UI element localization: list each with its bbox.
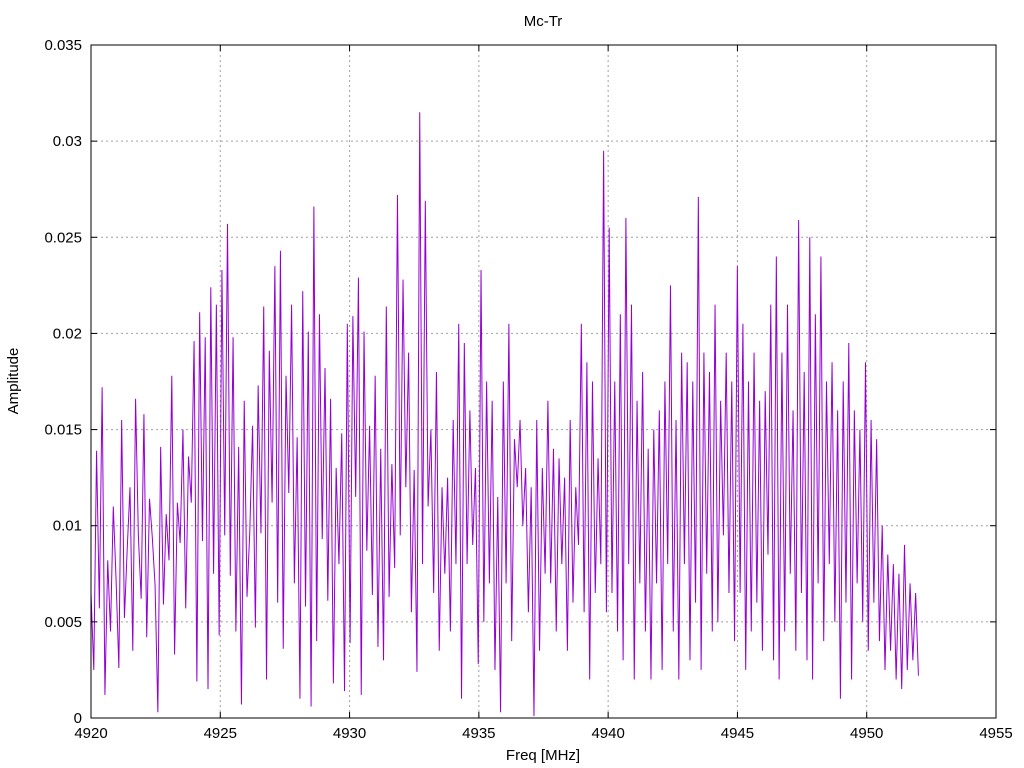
chart-title: Mc-Tr <box>524 13 563 30</box>
data-series <box>90 112 919 717</box>
tick-marks <box>90 44 997 719</box>
x-tick-label: 4935 <box>462 725 495 742</box>
y-tick-label: 0.01 <box>53 518 82 535</box>
x-tick-label: 4945 <box>721 725 754 742</box>
y-tick-label: 0.03 <box>53 133 82 150</box>
y-tick-label: 0.035 <box>44 37 82 54</box>
x-axis-label: Freq [MHz] <box>506 747 580 764</box>
x-tick-label: 4950 <box>850 725 883 742</box>
y-tick-label: 0.02 <box>53 325 82 342</box>
x-tick-label: 4940 <box>591 725 624 742</box>
y-tick-labels: 0 0.005 0.01 0.015 0.02 0.025 0.03 0.035 <box>44 37 82 727</box>
series-line <box>90 112 919 717</box>
x-tick-label: 4925 <box>204 725 237 742</box>
y-tick-label: 0.025 <box>44 229 82 246</box>
grid-lines <box>91 45 996 718</box>
x-tick-label: 4930 <box>333 725 366 742</box>
plot-frame <box>90 44 997 719</box>
x-tick-label: 4920 <box>74 725 107 742</box>
y-tick-label: 0.015 <box>44 422 82 439</box>
x-tick-labels: 4920 4925 4930 4935 4940 4945 4950 4955 <box>74 725 1012 742</box>
y-axis-label: Amplitude <box>5 348 22 415</box>
y-tick-label: 0.005 <box>44 614 82 631</box>
x-tick-label: 4955 <box>979 725 1012 742</box>
y-tick-label: 0 <box>74 710 82 727</box>
